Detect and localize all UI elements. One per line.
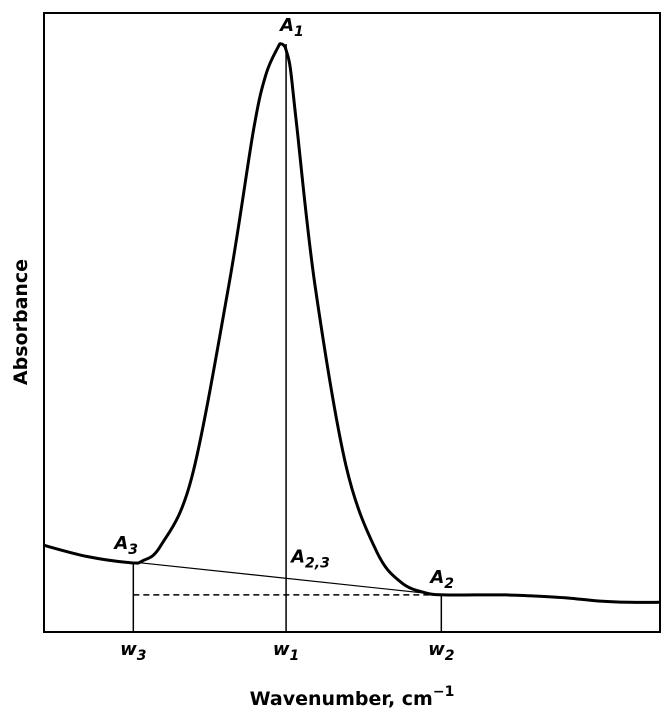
x-label-w2: w2 <box>428 639 454 664</box>
plot-frame <box>43 12 661 633</box>
annotation-A3-sub: 3 <box>128 542 138 558</box>
x-axis-title: Wavenumber, cm−1 <box>250 684 455 710</box>
x-label-w2-main: w <box>428 639 445 660</box>
annotation-A2-main: A <box>428 567 444 588</box>
x-label-w3: w3 <box>120 639 146 664</box>
annotation-A3: A3 <box>112 533 138 558</box>
spectrum-line <box>43 42 661 604</box>
annotation-A2-sub: 2 <box>444 576 454 592</box>
x-axis-title-text: Wavenumber, cm <box>250 688 433 710</box>
x-label-w2-sub: 2 <box>445 648 455 664</box>
annotation-A1-sub: 1 <box>294 24 304 40</box>
annotation-A1: A1 <box>278 15 304 40</box>
y-axis-title: Absorbance <box>10 259 32 385</box>
annotation-A1-main: A <box>278 15 294 36</box>
x-label-w3-sub: 3 <box>137 648 147 664</box>
annotation-A3-main: A <box>112 533 128 554</box>
x-label-w3-main: w <box>120 639 137 660</box>
annotation-A2: A2 <box>428 567 454 592</box>
baseline-line <box>133 561 442 596</box>
annotation-A2-3-sub: 2,3 <box>305 556 330 572</box>
annotation-A2-3-main: A <box>289 547 305 568</box>
x-label-w1-sub: 1 <box>290 648 300 664</box>
x-axis-title-superscript: −1 <box>433 684 454 700</box>
annotation-A2-3: A2,3 <box>289 547 330 572</box>
x-label-w1-main: w <box>273 639 290 660</box>
x-label-w1: w1 <box>273 639 299 664</box>
